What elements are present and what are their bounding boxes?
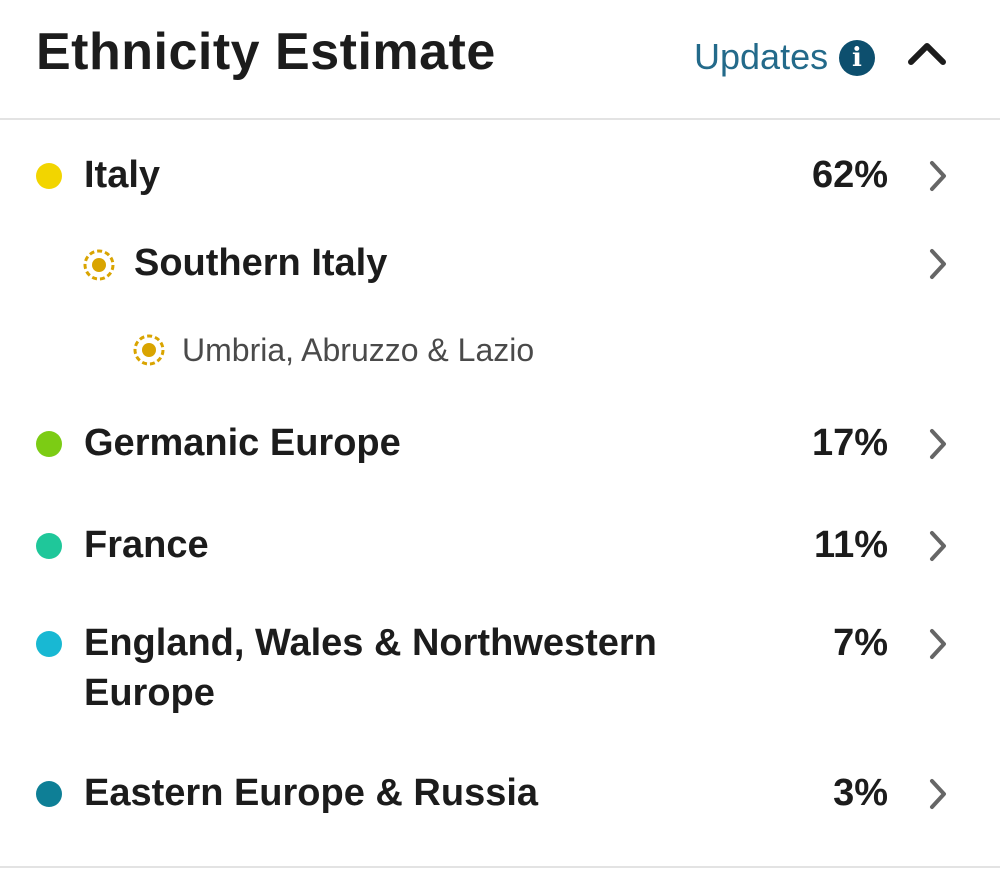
region-label: France [84, 524, 209, 566]
chevron-right-icon [930, 531, 946, 561]
subregion-label: Southern Italy [134, 242, 388, 284]
chevron-right-icon [930, 161, 946, 191]
chevron-up-icon[interactable] [905, 38, 949, 68]
chevron-right-icon [930, 629, 946, 659]
region-percent: 7% [833, 622, 888, 664]
color-dot-icon [36, 431, 62, 457]
subregion-row-southern-italy[interactable]: Southern Italy [0, 238, 1000, 292]
subregion-label: Umbria, Abruzzo & Lazio [182, 332, 535, 368]
color-dot-icon [36, 781, 62, 807]
subregion-row-umbria-abruzzo-lazio[interactable]: Umbria, Abruzzo & Lazio [0, 328, 1000, 374]
chevron-right-icon [930, 249, 946, 279]
region-label: Italy [84, 154, 161, 196]
bottom-divider [0, 866, 1000, 868]
ethnicity-header: Ethnicity Estimate Updates i [0, 0, 1000, 120]
chevron-right-icon [930, 429, 946, 459]
color-dot-icon [36, 163, 62, 189]
community-ring-icon [83, 249, 115, 281]
chevron-right-icon [930, 779, 946, 809]
region-percent: 17% [811, 422, 888, 464]
region-label: England, Wales & Northwestern Europe [84, 622, 657, 714]
region-percent: 11% [814, 524, 888, 566]
community-ring-icon [133, 334, 165, 366]
color-dot-icon [36, 533, 62, 559]
color-dot-icon [36, 631, 62, 657]
region-row-england-wales-nw-europe[interactable]: England, Wales & Northwestern Europe 7% [0, 618, 1000, 718]
region-row-france[interactable]: France 11% [0, 520, 1000, 574]
region-row-eastern-europe-russia[interactable]: Eastern Europe & Russia 3% [0, 768, 1000, 822]
info-icon[interactable]: i [839, 40, 875, 76]
region-percent: 3% [833, 772, 888, 814]
region-percent: 62% [811, 154, 888, 196]
page-title: Ethnicity Estimate [36, 23, 496, 81]
region-row-germanic-europe[interactable]: Germanic Europe 17% [0, 418, 1000, 472]
region-row-italy[interactable]: Italy 62% [0, 150, 1000, 204]
updates-link[interactable]: Updates [694, 36, 829, 77]
region-label: Germanic Europe [84, 422, 401, 464]
region-label: Eastern Europe & Russia [84, 772, 539, 814]
